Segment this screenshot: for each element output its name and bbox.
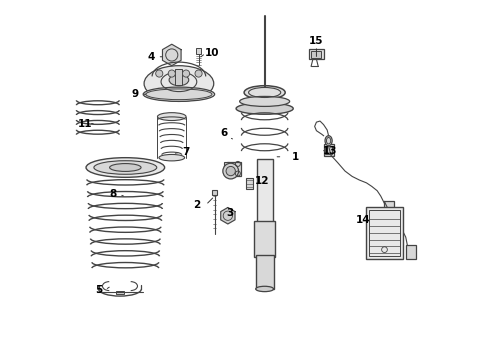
Bar (256, 255, 273, 289)
Ellipse shape (144, 66, 214, 102)
Ellipse shape (94, 161, 157, 174)
Bar (309, 49, 323, 59)
Text: 2: 2 (193, 200, 200, 210)
Bar (384, 202, 394, 216)
Ellipse shape (169, 74, 189, 86)
Text: 14: 14 (356, 215, 371, 225)
Text: 10: 10 (205, 48, 220, 58)
Bar (312, 51, 321, 58)
Text: 7: 7 (183, 147, 190, 157)
Ellipse shape (244, 86, 285, 99)
Circle shape (195, 70, 202, 77)
Text: 11: 11 (78, 118, 93, 129)
Text: 13: 13 (323, 146, 337, 156)
Text: 9: 9 (132, 89, 139, 99)
Circle shape (156, 70, 163, 77)
Ellipse shape (256, 286, 273, 292)
Circle shape (182, 70, 190, 77)
Bar (366, 207, 403, 258)
Text: 1: 1 (292, 152, 298, 162)
Bar (196, 48, 201, 54)
Bar (368, 210, 400, 256)
Ellipse shape (236, 103, 293, 114)
Polygon shape (163, 44, 181, 66)
Text: 15: 15 (309, 36, 324, 46)
Bar (117, 292, 123, 294)
Polygon shape (220, 207, 235, 224)
Circle shape (223, 163, 239, 179)
Ellipse shape (240, 96, 290, 107)
Ellipse shape (86, 158, 165, 177)
Text: 8: 8 (109, 189, 117, 199)
Bar (212, 190, 217, 195)
Text: 3: 3 (226, 208, 234, 218)
Text: 5: 5 (96, 285, 103, 295)
Text: 12: 12 (255, 176, 270, 186)
Text: 4: 4 (147, 52, 155, 62)
Ellipse shape (143, 87, 215, 102)
Circle shape (168, 70, 175, 77)
Circle shape (226, 166, 235, 176)
Text: 6: 6 (220, 128, 227, 138)
Bar (175, 69, 182, 85)
Ellipse shape (110, 163, 141, 171)
Bar (257, 158, 272, 223)
Bar (227, 162, 242, 176)
Ellipse shape (325, 136, 332, 146)
Bar (323, 144, 334, 156)
Bar (245, 178, 253, 189)
Bar (254, 221, 275, 257)
Bar (406, 245, 416, 258)
Ellipse shape (159, 154, 185, 161)
Bar (223, 162, 229, 171)
Ellipse shape (157, 113, 186, 121)
Bar (325, 146, 332, 154)
